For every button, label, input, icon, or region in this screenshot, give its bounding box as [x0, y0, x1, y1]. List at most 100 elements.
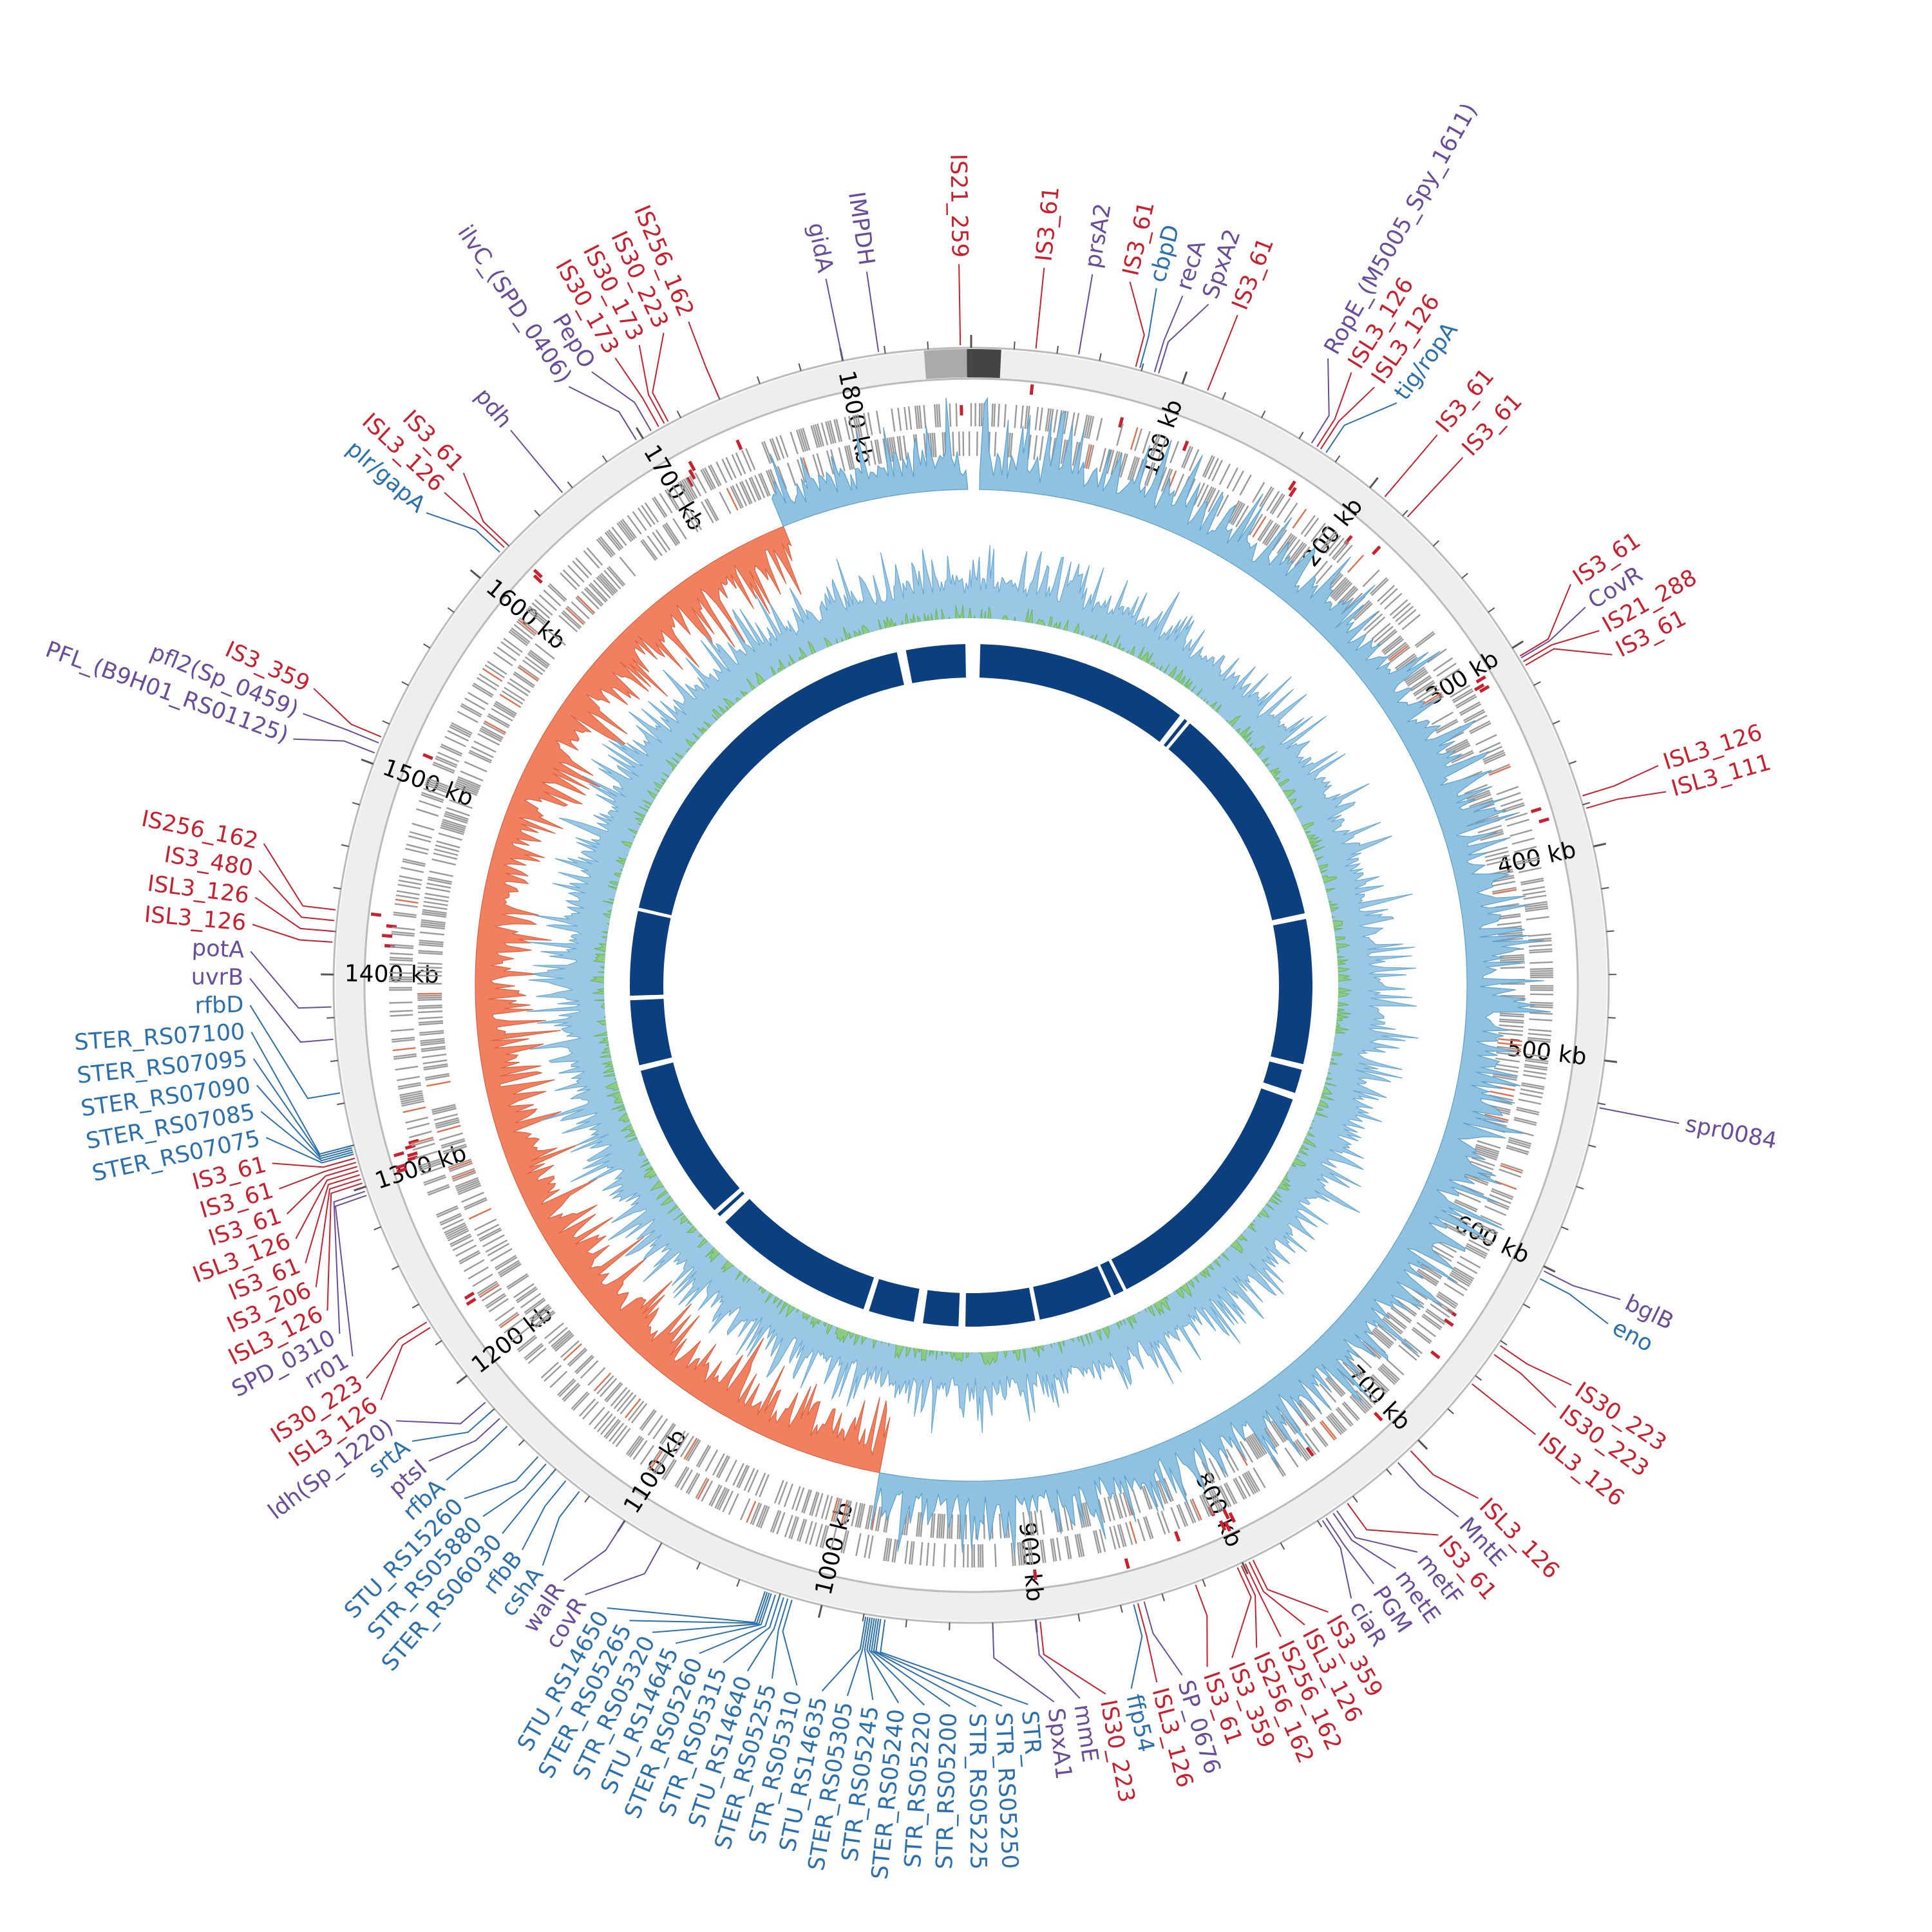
cds-feature: [417, 1004, 442, 1007]
tick-mark: [1099, 353, 1102, 361]
cds-feature: [1475, 734, 1497, 746]
cds-feature: [510, 1327, 530, 1343]
cds-feature: [1379, 588, 1398, 605]
cds-feature: [398, 879, 422, 886]
cds-feature: [514, 671, 535, 687]
cds-feature: [1056, 1537, 1061, 1561]
cds-feature: [440, 824, 465, 833]
cds-feature: [1372, 1374, 1390, 1392]
cds-feature: [809, 1492, 818, 1516]
cds-feature: [1362, 569, 1380, 587]
cds-feature: [572, 560, 589, 579]
cds-feature: [610, 1387, 628, 1407]
cds-feature: [931, 433, 935, 458]
cds-feature: [1266, 491, 1280, 512]
label-leader-line: [563, 1522, 624, 1581]
cds-feature: [593, 1372, 612, 1392]
cds-feature: [1233, 1478, 1245, 1500]
cds-feature: [433, 761, 455, 772]
cds-feature: [468, 692, 489, 705]
cds-feature: [932, 1513, 936, 1539]
cds-feature: [653, 497, 668, 517]
cds-feature: [1007, 433, 1011, 458]
cds-feature: [393, 1053, 417, 1058]
cds-feature: [897, 408, 902, 431]
cds-feature: [587, 1367, 606, 1386]
cds-feature: [1193, 482, 1206, 506]
cds-feature: [1245, 1472, 1258, 1493]
cds-feature: [390, 1028, 414, 1032]
cds-feature: [1390, 1307, 1411, 1323]
cds-feature: [1201, 1494, 1213, 1516]
cds-feature: [632, 1440, 648, 1461]
cds-feature: [406, 1122, 430, 1130]
tick-mark: [1475, 1375, 1482, 1381]
cds-feature: [883, 1537, 888, 1561]
cds-feature: [1157, 436, 1168, 459]
label-leader-line: [334, 1195, 367, 1357]
cds-feature: [415, 1150, 438, 1159]
cds-feature: [1086, 415, 1092, 439]
cds-feature: [1401, 614, 1421, 630]
cds-feature: [1144, 462, 1154, 486]
cds-feature: [1226, 467, 1239, 489]
cds-feature: [1522, 890, 1546, 896]
cds-feature: [393, 1055, 417, 1060]
cds-feature: [1027, 1541, 1032, 1565]
cds-feature: [1417, 1268, 1439, 1283]
cds-feature: [1502, 804, 1525, 813]
cds-feature: [1382, 636, 1403, 654]
cds-feature: [618, 521, 634, 541]
cds-feature: [457, 778, 480, 789]
cds-feature: [574, 1354, 593, 1373]
cds-feature: [620, 520, 636, 540]
cds-feature: [799, 1519, 808, 1542]
cds-feature: [1528, 1037, 1551, 1041]
gc-skew-track: [475, 397, 1551, 1556]
cds-feature: [389, 956, 413, 960]
cds-feature: [1347, 554, 1365, 573]
cds-feature: [1522, 1074, 1546, 1079]
cds-feature: [1303, 517, 1320, 538]
cds-feature: [487, 660, 507, 675]
label-leader-line: [249, 1005, 341, 1099]
cds-feature: [1457, 1191, 1481, 1203]
cds-feature: [440, 1215, 462, 1226]
cds-feature: [424, 783, 447, 793]
cds-feature: [596, 576, 614, 596]
cds-feature: [1218, 1486, 1230, 1508]
cds-feature: [534, 599, 553, 616]
cds-feature: [393, 913, 417, 918]
tick-mark: [1432, 540, 1439, 547]
cds-feature: [507, 1274, 529, 1290]
cds-feature: [468, 1266, 489, 1280]
cds-feature: [549, 583, 567, 601]
tick-mark: [1013, 341, 1016, 350]
cds-feature: [432, 763, 455, 774]
is-element-mark: [396, 1167, 408, 1174]
cds-feature: [801, 1489, 811, 1513]
cds-feature: [779, 435, 789, 458]
cds-feature: [1331, 540, 1348, 560]
cds-feature: [621, 518, 637, 538]
cds-feature: [1423, 1313, 1443, 1329]
label-leader-line: [1384, 434, 1438, 498]
cds-feature: [1421, 1263, 1443, 1278]
label-leader-line: [1248, 1561, 1305, 1625]
cds-feature: [581, 591, 600, 610]
cds-feature: [1335, 1408, 1352, 1427]
cds-feature: [655, 529, 671, 551]
cds-feature: [531, 602, 551, 619]
alignment-block: [717, 1191, 745, 1217]
cds-feature: [708, 465, 720, 487]
cds-feature: [1272, 1455, 1287, 1476]
tick-mark: [1417, 1439, 1428, 1450]
cds-feature: [597, 575, 616, 595]
cds-feature: [1330, 578, 1349, 598]
cds-feature: [1333, 581, 1351, 600]
cds-feature: [1394, 653, 1416, 669]
cds-feature: [1160, 468, 1171, 492]
cds-feature: [458, 1184, 482, 1195]
cds-feature: [624, 1398, 641, 1419]
cds-feature: [744, 479, 757, 502]
